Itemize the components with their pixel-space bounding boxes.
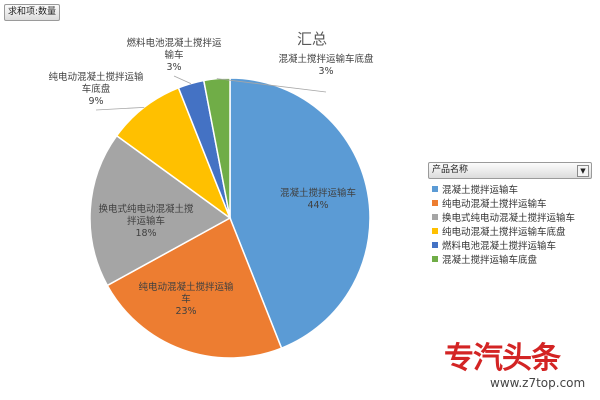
legend-filter-button[interactable]: 产品名称 ▼	[428, 162, 592, 179]
legend-swatch	[432, 256, 438, 262]
legend-label: 纯电动混凝土搅拌运输车	[442, 199, 547, 210]
legend-item[interactable]: 混凝土搅拌运输车底盘	[432, 254, 592, 268]
watermark-text: 专汽头条	[444, 341, 561, 376]
chart-title: 汇总	[297, 30, 327, 48]
legend-label: 纯电动混凝土搅拌运输车底盘	[442, 227, 566, 238]
data-label-percent: 9%	[88, 96, 103, 107]
legend-label: 混凝土搅拌运输车底盘	[442, 255, 538, 266]
legend-list: 混凝土搅拌运输车纯电动混凝土搅拌运输车换电式纯电动混凝土搅拌运输车 纯电动混凝土搅…	[432, 184, 592, 268]
leader-line	[95, 107, 145, 111]
data-label-category: 燃料电池混凝土搅拌运	[126, 37, 222, 49]
data-label-category: 车底盘	[82, 83, 111, 95]
data-label-category: 拌运输车	[127, 215, 165, 227]
legend: 产品名称 ▼ 混凝土搅拌运输车纯电动混凝土搅拌运输车换电式纯电动混凝土搅拌运输车…	[428, 162, 592, 268]
data-label-category: 换电式纯电动混凝土搅	[98, 203, 194, 215]
legend-item[interactable]: 燃料电池混凝土搅拌运输车	[432, 240, 592, 254]
data-label-percent: 3%	[318, 66, 333, 77]
pivot-value-field-button[interactable]: 求和项:数量	[4, 4, 61, 21]
legend-swatch	[432, 214, 438, 220]
data-label-percent: 18%	[135, 228, 156, 239]
legend-swatch	[432, 228, 438, 234]
legend-swatch	[432, 200, 438, 206]
data-label-percent: 3%	[166, 62, 181, 73]
legend-swatch	[432, 186, 438, 192]
legend-label: 混凝土搅拌运输车	[442, 185, 519, 196]
pie-slice[interactable]	[115, 86, 232, 221]
pie-slice[interactable]	[106, 216, 283, 359]
data-label-category: 混凝土搅拌运输车底盘	[278, 53, 374, 65]
leader-line	[216, 78, 327, 93]
legend-item[interactable]: 纯电动混凝土搅拌运输车底盘	[432, 226, 592, 240]
pie-slice[interactable]	[229, 77, 371, 350]
watermark-url: www.z7top.com	[490, 376, 586, 390]
data-label-percent: 23%	[175, 306, 196, 317]
legend-item[interactable]: 纯电动混凝土搅拌运输车	[432, 198, 592, 212]
data-label-category: 纯电动混凝土搅拌运输	[48, 71, 144, 83]
watermark-logo: 专汽头条 www.z7top.com	[444, 342, 596, 398]
data-label-category: 输车	[164, 49, 183, 61]
data-label-percent: 44%	[307, 200, 328, 211]
data-label-category: 车	[181, 293, 191, 305]
data-label-category: 纯电动混凝土搅拌运输	[138, 281, 234, 293]
legend-title: 产品名称	[432, 165, 469, 175]
legend-label: 燃料电池混凝土搅拌运输车	[442, 241, 557, 252]
legend-item[interactable]: 混凝土搅拌运输车	[432, 184, 592, 198]
chevron-down-icon[interactable]: ▼	[577, 165, 589, 177]
legend-item[interactable]: 换电式纯电动混凝土搅拌运输车	[432, 212, 592, 226]
data-label-category: 混凝土搅拌运输车	[280, 187, 356, 199]
legend-label: 换电式纯电动混凝土搅拌运输车	[442, 213, 576, 224]
leader-line	[173, 75, 192, 84]
legend-swatch	[432, 242, 438, 248]
pie-slice[interactable]	[89, 134, 232, 287]
